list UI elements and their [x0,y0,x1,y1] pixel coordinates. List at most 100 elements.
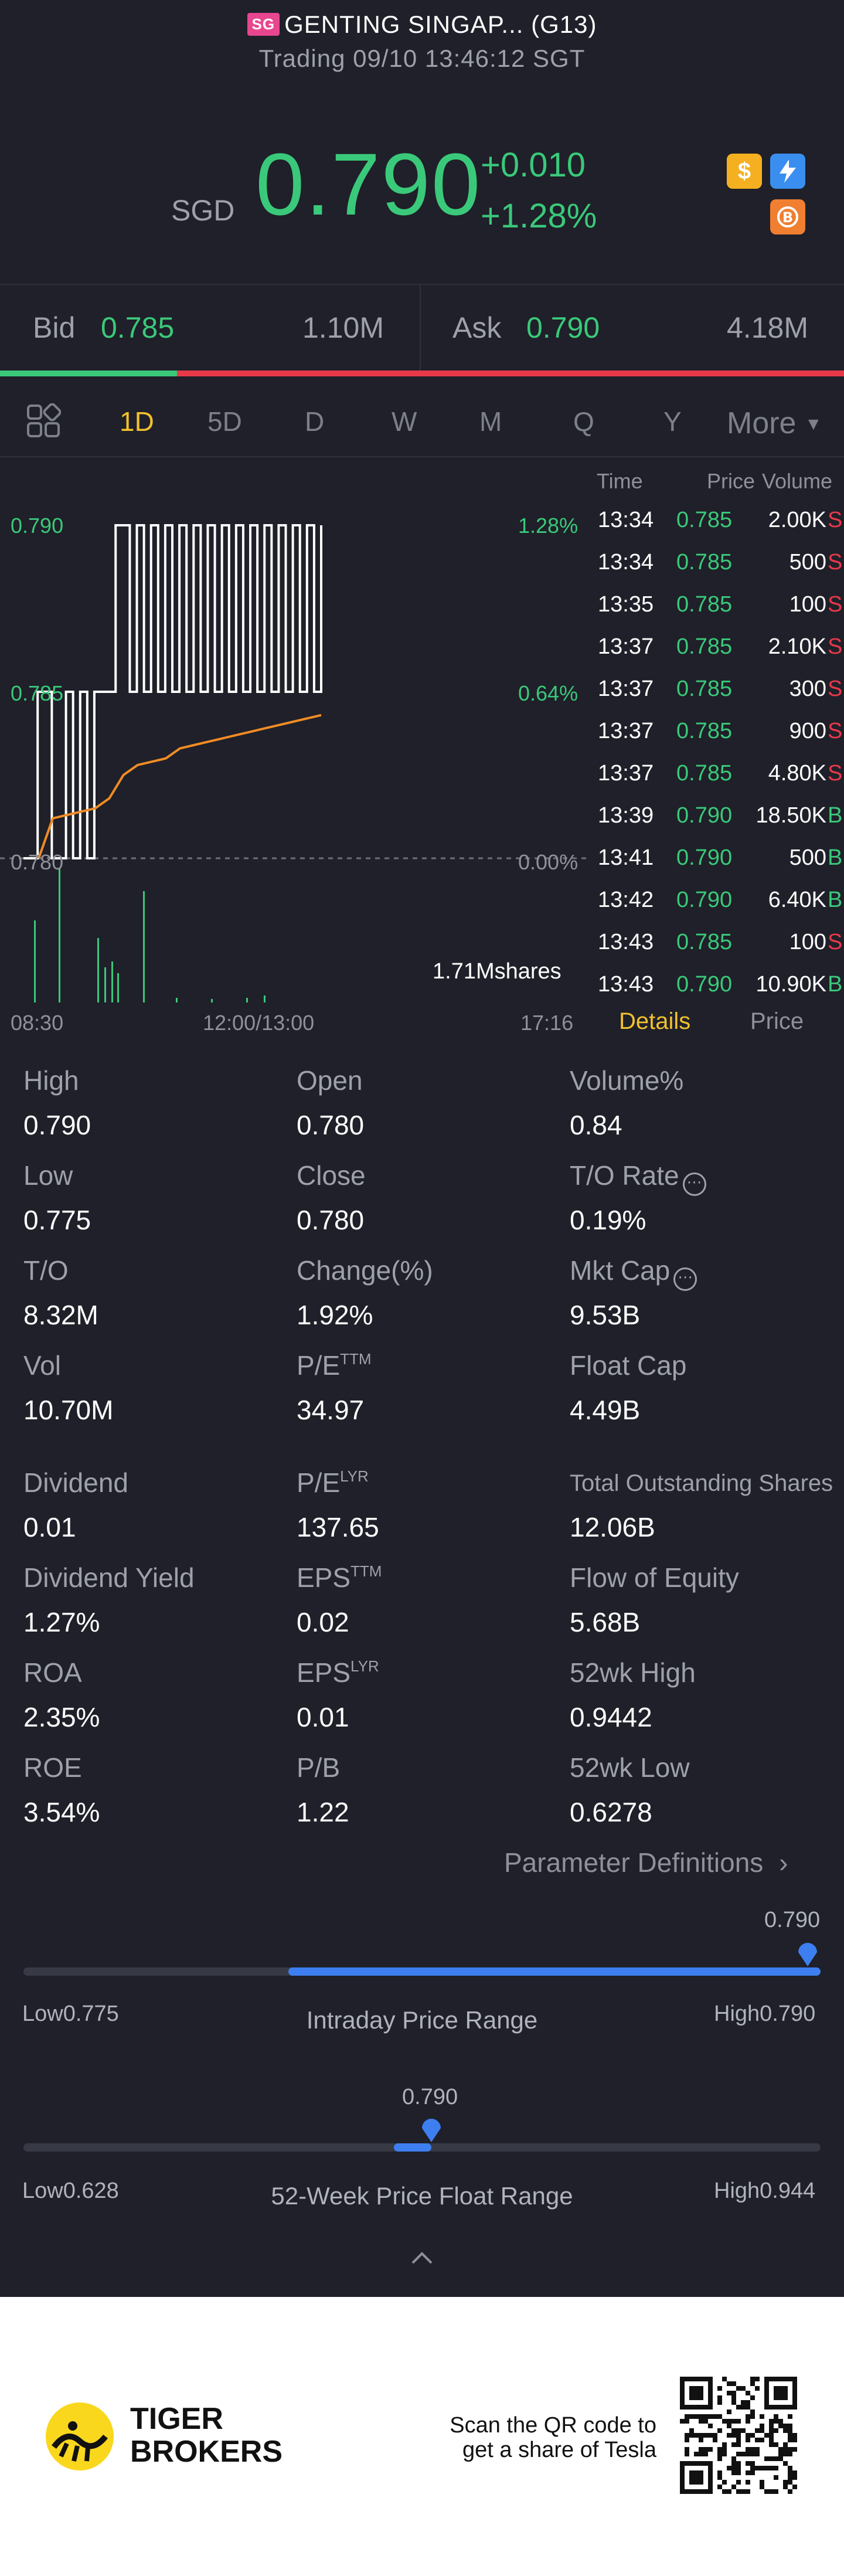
stat-value: 0.790 [23,1110,91,1140]
trade-price: 0.785 [676,508,733,532]
stat-value: 1.22 [297,1797,349,1827]
scan-line2: get a share of Tesla [462,2438,656,2462]
trade-volume: 500 [789,550,826,575]
trade-volume: 300 [789,677,826,701]
stat-value: 0.19% [570,1205,646,1235]
trade-side: S [828,508,843,532]
stat-label: Float Cap [570,1350,687,1381]
dollar-icon[interactable]: $ [727,154,762,189]
tab-price[interactable]: Price [750,1008,804,1034]
stat-label-to-rate[interactable]: T/O Rate ⋯ [570,1160,706,1196]
trade-volume: 2.10K [768,634,826,659]
stat-label-eps-lyr: EPSLYR [297,1657,379,1688]
tab-m[interactable]: M [479,406,502,437]
ask-volume: 4.18M [727,311,808,344]
price-change-pct: +1.28% [481,197,597,235]
parameter-definitions-link[interactable]: Parameter Definitions › [504,1847,788,1878]
trade-volume: 18.50K [755,803,826,828]
stat-label: High [23,1065,79,1096]
info-icon[interactable]: ⋯ [673,1267,697,1291]
stat-label: EPS [297,1657,351,1688]
tab-more-label: More [727,406,797,440]
tab-y[interactable]: Y [663,406,682,437]
stat-value: 0.02 [297,1607,349,1637]
stat-value: 34.97 [297,1395,365,1425]
trade-volume: 100 [789,930,826,954]
tab-details[interactable]: Details [619,1008,691,1034]
stat-label: EPS [297,1562,351,1593]
trade-row: 13:35 0.785 100 S [592,584,844,626]
trade-price: 0.790 [676,972,733,997]
y-right-tick: 1.28% [518,514,578,538]
price-line [23,524,322,859]
bid-volume: 1.10M [302,311,384,344]
stat-label: Open [297,1065,363,1096]
trade-price: 0.785 [676,592,733,617]
time-and-sales[interactable]: Time Price Volume 13:34 0.785 2.00K S 13:34 0… [592,460,844,1011]
week52-low: Low0.628 [22,2179,119,2204]
trade-time: 13:37 [598,719,654,743]
trade-price: 0.790 [676,888,733,912]
stat-value: 4.49B [570,1395,641,1425]
chevron-up-icon[interactable] [410,2250,434,2268]
stat-label: Dividend Yield [23,1562,195,1593]
stat-label: P/B [297,1752,341,1783]
brand-line1: TIGER [130,2402,223,2436]
stat-value: 0.780 [297,1110,365,1140]
x-tick: 12:00/13:00 [203,1011,315,1035]
trade-price: 0.785 [676,930,733,954]
stat-value: 0.780 [297,1205,365,1235]
stat-label-mkt-cap[interactable]: Mkt Cap ⋯ [570,1255,697,1291]
week52-marker-icon [420,2114,443,2146]
tab-1d[interactable]: 1D [120,406,154,437]
stat-value: 1.27% [23,1607,100,1637]
tab-more[interactable]: More ▼ [727,406,822,441]
bid-price: 0.785 [101,311,175,344]
stat-value: 0.01 [23,1512,76,1542]
trade-price: 0.790 [676,803,733,828]
intraday-low: Low0.775 [22,2001,119,2027]
bitcoin-icon[interactable]: B [770,199,805,235]
svg-text:B: B [782,209,793,226]
tiger-logo-icon [43,2400,116,2476]
tab-5d[interactable]: 5D [207,406,242,437]
stat-value: 137.65 [297,1512,379,1542]
stat-value: 8.32M [23,1300,98,1330]
info-icon[interactable]: ⋯ [682,1173,706,1196]
trade-time: 13:39 [598,803,654,828]
trade-time: 13:37 [598,677,654,701]
stat-value: 0.6278 [570,1797,652,1827]
trade-side: S [828,677,843,701]
trade-price: 0.790 [676,845,733,870]
trading-status: Trading 09/10 13:46:12 SGT [258,45,586,72]
quote-header: SG GENTING SINGAP... (G13) Trading 09/10 … [0,0,844,281]
market-badge: SG [247,13,280,36]
stat-label: P/E [297,1350,341,1381]
stat-label: T/O [23,1255,69,1286]
stock-title[interactable]: SG GENTING SINGAP... (G13) [0,11,844,39]
volume-bar [104,967,106,1002]
trade-row: 13:43 0.790 10.90K B [592,964,844,1006]
stat-label: 52wk High [570,1657,696,1688]
chevron-right-icon: › [779,1847,788,1878]
trade-volume: 4.80K [768,761,826,786]
average-line [38,713,322,859]
y-right-tick: 0.64% [518,681,578,705]
stat-label: Vol [23,1350,61,1381]
stat-label: P/E [297,1467,341,1498]
tab-q[interactable]: Q [573,406,594,437]
lightning-icon[interactable] [770,154,805,189]
volume-bar [34,920,36,1002]
stat-label: Volume% [570,1065,684,1096]
intraday-chart-svg [0,524,586,1002]
trade-row: 13:39 0.790 18.50K B [592,795,844,837]
trade-volume: 900 [789,719,826,743]
volume-bar [246,998,248,1002]
tab-d[interactable]: D [305,406,325,437]
trade-volume: 10.90K [755,972,826,997]
week52-high: High0.944 [714,2179,815,2204]
tab-w[interactable]: W [392,406,417,437]
grid-layout-icon[interactable] [26,403,62,441]
intraday-chart[interactable]: 0.790 0.785 0.780 1.28% 0.64% 0.00% 1.71… [0,460,586,1035]
x-tick: 08:30 [11,1011,64,1035]
